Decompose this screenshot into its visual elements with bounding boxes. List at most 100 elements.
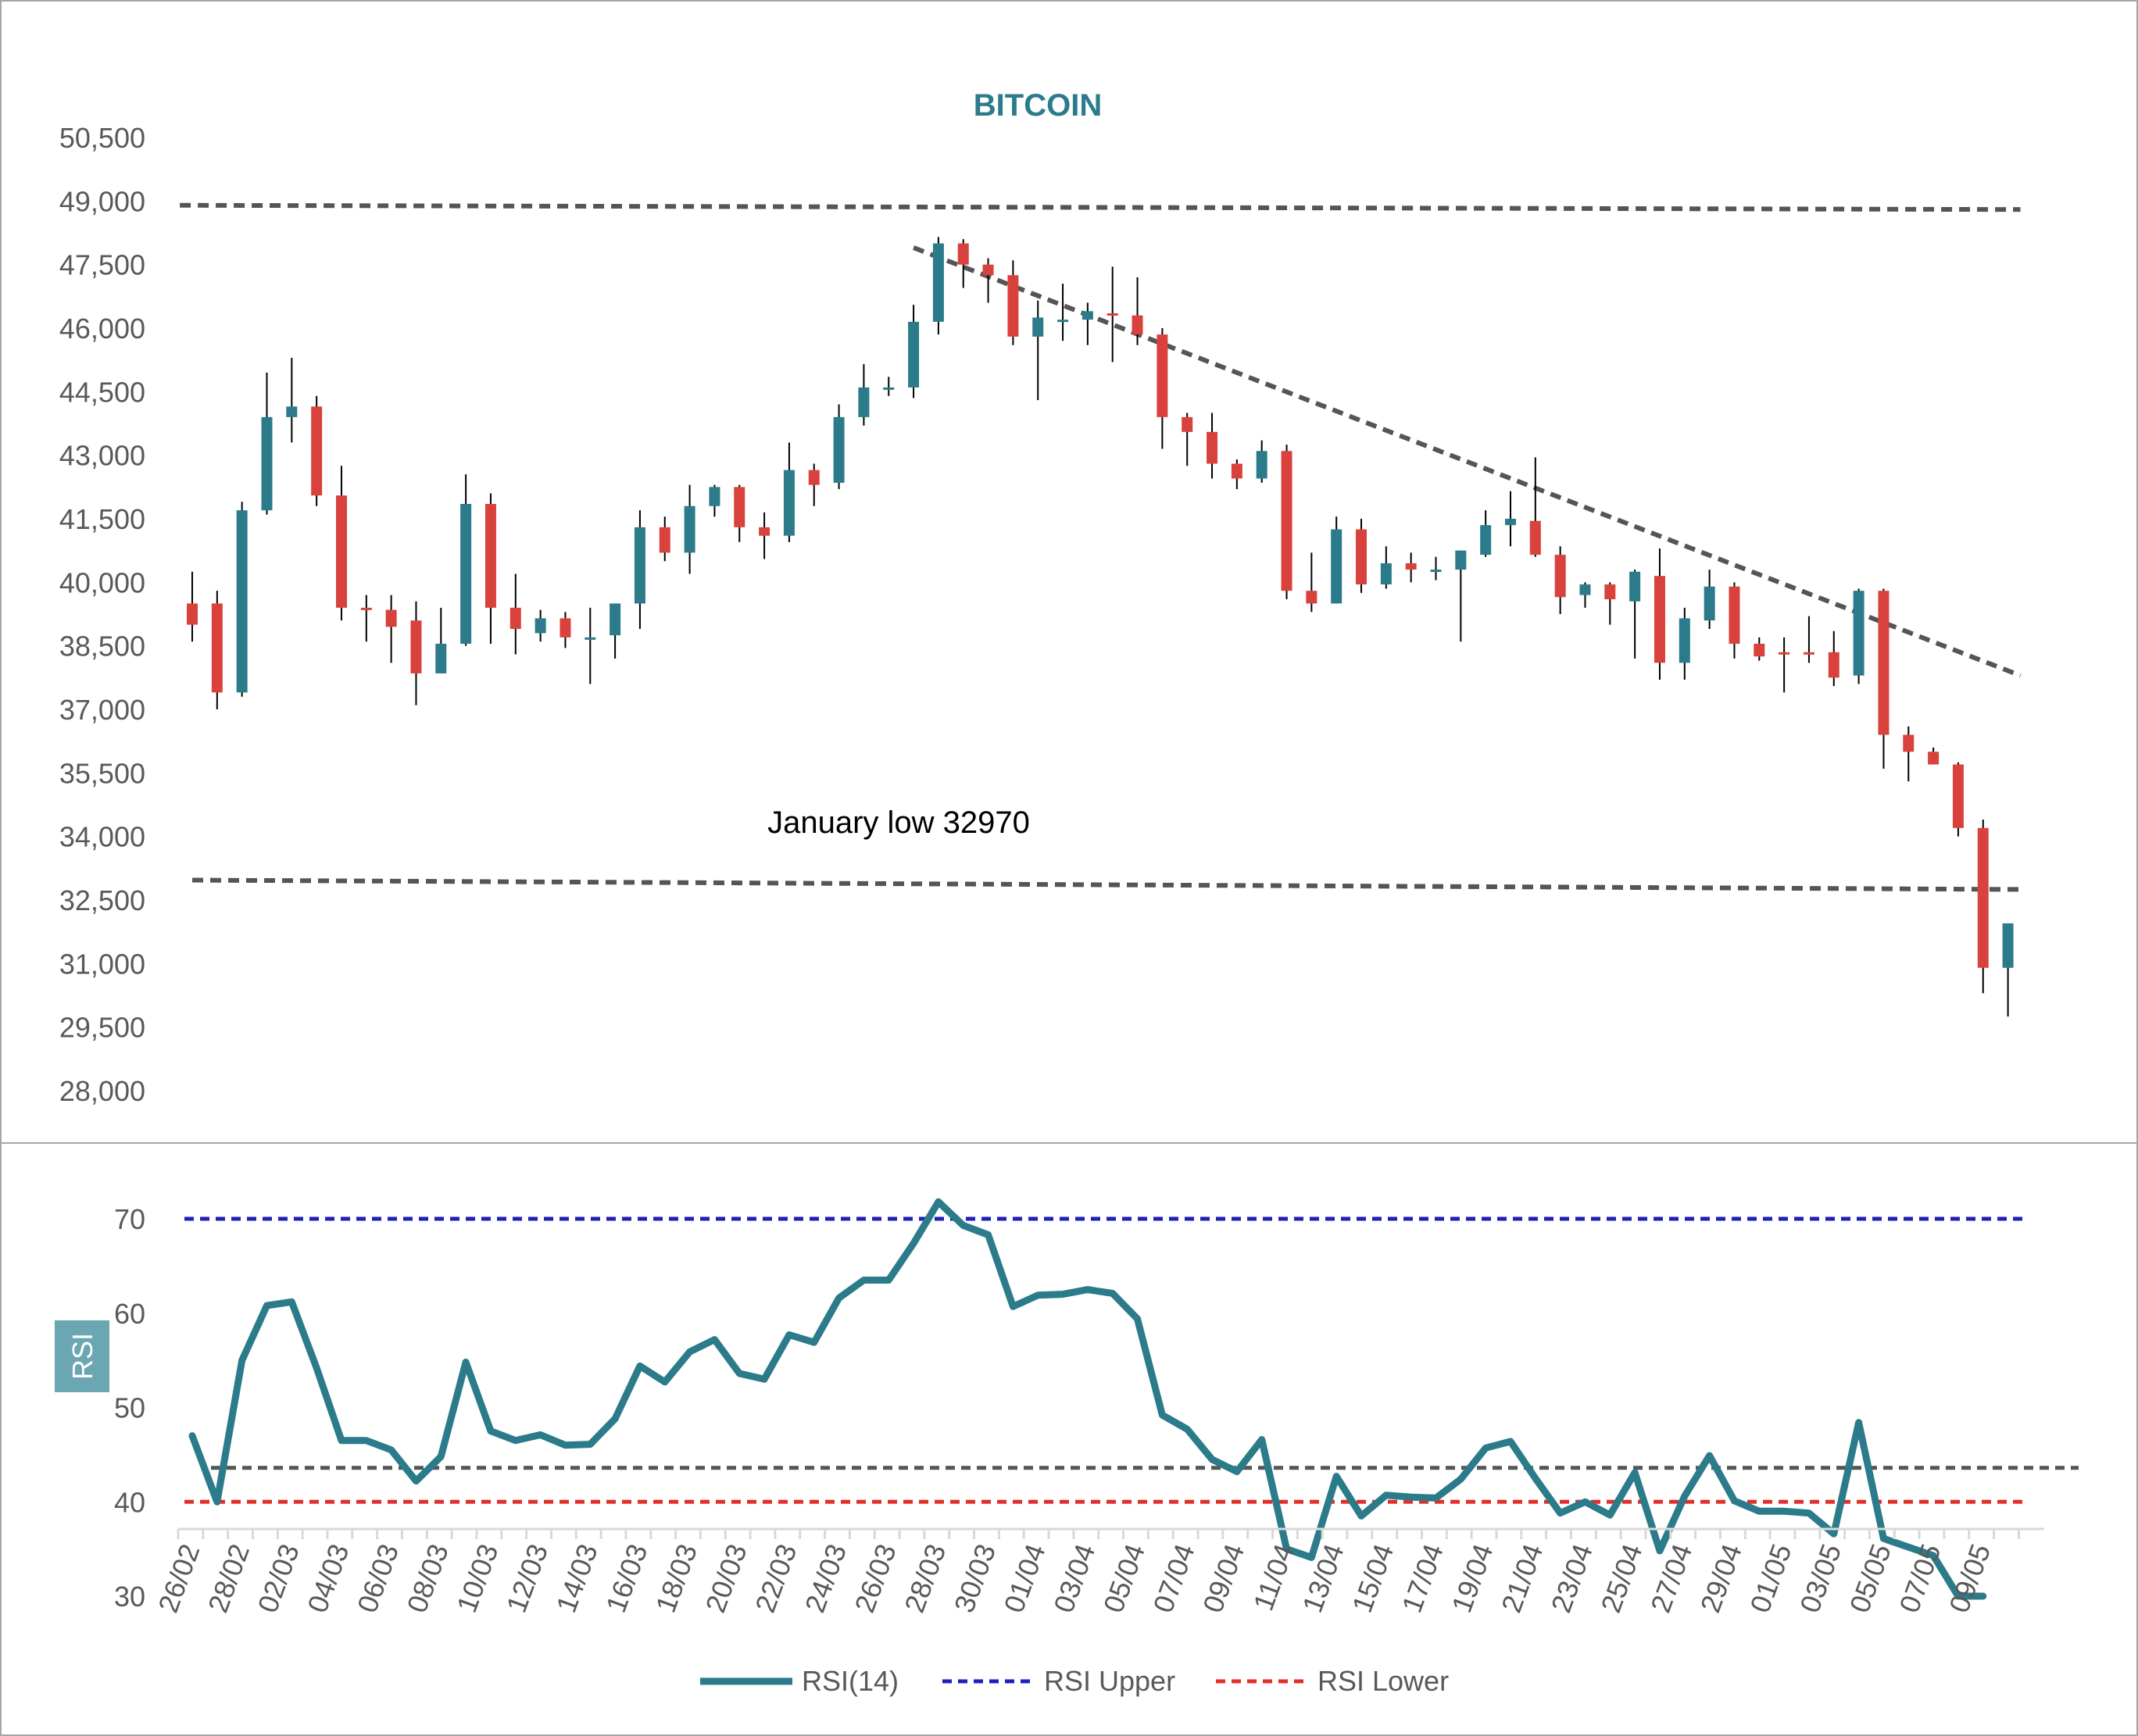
candle-body-up bbox=[634, 527, 645, 604]
candle-body-down bbox=[1007, 275, 1019, 337]
candle-body-up bbox=[2002, 923, 2014, 968]
legend-label: RSI(14) bbox=[802, 1665, 899, 1697]
rsi-y-tick-label: 60 bbox=[114, 1298, 145, 1330]
candle-body-down bbox=[1405, 563, 1417, 570]
price-y-tick-label: 34,000 bbox=[59, 821, 145, 853]
candle-body-down bbox=[1306, 591, 1317, 604]
rsi-line-series bbox=[188, 1198, 1987, 1600]
candle-body-down bbox=[1803, 652, 1814, 655]
candle-body-down bbox=[211, 603, 223, 693]
candle-body-up bbox=[684, 505, 695, 553]
price-reference-lines bbox=[180, 202, 2022, 892]
price-y-tick-label: 35,500 bbox=[59, 757, 145, 789]
candle-body-up bbox=[1679, 618, 1690, 663]
candle-body-down bbox=[1654, 576, 1665, 663]
candle-body-up bbox=[1380, 563, 1392, 585]
candle-body-down bbox=[1754, 643, 1765, 657]
candle-body-down bbox=[484, 504, 496, 608]
candle-body-up bbox=[1579, 584, 1591, 595]
candle-body-down bbox=[1554, 555, 1566, 598]
candle-body-up bbox=[858, 387, 870, 417]
resistance-line bbox=[180, 202, 2021, 213]
candle-body-up bbox=[1504, 519, 1516, 526]
candle-body-up bbox=[1480, 525, 1492, 555]
candle-body-down bbox=[410, 620, 422, 673]
candle-body-down bbox=[385, 609, 397, 627]
candle-body-up bbox=[1853, 591, 1864, 676]
candle-body-down bbox=[808, 470, 820, 485]
candle-body-up bbox=[883, 387, 895, 390]
price-y-tick-label: 40,000 bbox=[59, 566, 145, 598]
candle-body-up bbox=[1057, 320, 1069, 323]
january-low-annotation: January low 32970 bbox=[767, 805, 1030, 840]
candle-body-up bbox=[460, 504, 472, 644]
rsi-legend: RSI(14) RSI Upper RSI Lower bbox=[700, 1665, 1449, 1697]
candle-body-down bbox=[957, 243, 969, 265]
price-y-tick-label: 37,000 bbox=[59, 694, 145, 726]
candle-body-down bbox=[1157, 334, 1168, 417]
price-y-tick-label: 43,000 bbox=[59, 440, 145, 472]
rsi-reference-lines bbox=[184, 1216, 2079, 1504]
candle-body-up bbox=[932, 243, 944, 322]
candle-body-down bbox=[187, 603, 198, 625]
candle-body-up bbox=[783, 470, 795, 536]
candle-body-down bbox=[1231, 463, 1242, 479]
candle-body-down bbox=[560, 618, 571, 638]
candle-body-up bbox=[236, 510, 248, 693]
price-y-tick-label: 38,500 bbox=[59, 630, 145, 663]
price-chart-title: BITCOIN bbox=[974, 88, 1102, 123]
price-y-tick-label: 50,500 bbox=[59, 122, 145, 154]
candle-body-up bbox=[833, 416, 845, 483]
price-y-tick-label: 28,000 bbox=[59, 1075, 145, 1107]
candle-body-up bbox=[286, 406, 298, 417]
candle-body-down bbox=[1729, 586, 1740, 644]
candle-body-down bbox=[1903, 734, 1915, 752]
candle-body-down bbox=[1356, 529, 1368, 585]
rsi-y-tick-label: 30 bbox=[114, 1581, 145, 1613]
price-y-tick-label: 49,000 bbox=[59, 185, 145, 217]
candle-body-down bbox=[759, 527, 770, 536]
candle-body-up bbox=[1256, 451, 1267, 479]
candle-body-down bbox=[1828, 652, 1839, 678]
candle-body-down bbox=[335, 495, 347, 608]
candle-body-down bbox=[1779, 652, 1790, 655]
candle-body-down bbox=[1281, 451, 1292, 591]
candle-body-down bbox=[1207, 431, 1218, 464]
candle-body-down bbox=[509, 607, 521, 629]
candle-body-up bbox=[1629, 571, 1641, 602]
candle-body-up bbox=[610, 603, 621, 636]
price-y-axis: 28,000 29,500 31,000 32,500 34,000 35,500 37,0… bbox=[59, 122, 145, 1107]
candle-body-up bbox=[435, 643, 447, 673]
candle-body-up bbox=[1704, 586, 1715, 621]
candle-body-down bbox=[1529, 520, 1541, 555]
candle-body-up bbox=[1331, 529, 1343, 604]
candle-body-up bbox=[1032, 317, 1044, 337]
rsi-y-axis: 30 40 50 60 70 bbox=[114, 1203, 145, 1613]
rsi-axis-label: RSI bbox=[66, 1333, 98, 1380]
price-y-tick-label: 29,500 bbox=[59, 1012, 145, 1044]
candle-body-up bbox=[534, 618, 546, 634]
candlestick-series bbox=[187, 237, 2014, 1017]
down-trendline-line bbox=[912, 245, 2022, 678]
candle-body-down bbox=[1977, 827, 1989, 968]
candle-body-down bbox=[311, 406, 323, 496]
candle-body-up bbox=[1082, 311, 1093, 320]
candle-body-down bbox=[360, 607, 372, 610]
legend-label: RSI Upper bbox=[1044, 1665, 1175, 1697]
candle-body-up bbox=[908, 321, 920, 388]
rsi-y-tick-label: 50 bbox=[114, 1392, 145, 1424]
candle-body-down bbox=[1182, 416, 1193, 432]
candle-body-up bbox=[1430, 570, 1442, 573]
candle-body-down bbox=[734, 487, 745, 527]
candle-body-down bbox=[1952, 764, 1964, 828]
candle-body-down bbox=[1107, 313, 1118, 316]
candle-body-up bbox=[1455, 550, 1467, 570]
candle-body-up bbox=[709, 487, 720, 506]
price-y-tick-label: 47,500 bbox=[59, 249, 145, 281]
candle-body-up bbox=[261, 416, 273, 511]
price-y-tick-label: 32,500 bbox=[59, 884, 145, 916]
price-y-tick-label: 46,000 bbox=[59, 313, 145, 345]
legend-label: RSI Lower bbox=[1317, 1665, 1449, 1697]
